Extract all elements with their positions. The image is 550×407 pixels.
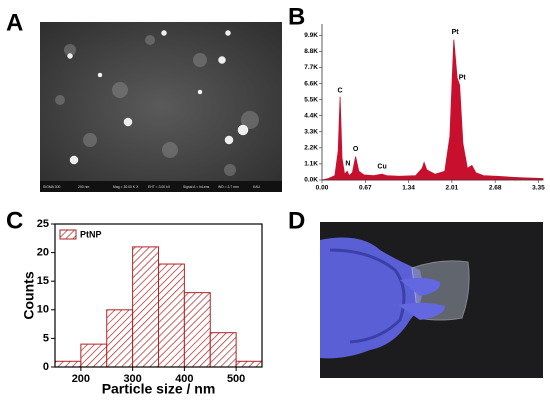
photo	[320, 222, 543, 378]
y-tick-label: 0.0K	[304, 177, 318, 184]
bar	[158, 263, 185, 368]
bar	[132, 246, 159, 368]
legend-swatch	[59, 229, 77, 240]
histogram-chart: 0 5 10 15 20 25 200 300 400 500 Particle size / nm…	[21, 218, 263, 397]
y-tick-label: 9.9K	[304, 32, 318, 39]
y-tick-label: 15	[37, 275, 49, 287]
bar	[235, 360, 263, 368]
x-tick-label: 200	[72, 373, 90, 385]
y-tick-label: 2.2K	[304, 145, 318, 152]
x-tick-label: 2.68	[489, 185, 502, 192]
y-tick-label: 25	[37, 218, 49, 230]
sem-image: SIGMA 300 200 nm Mag = 30.00 K X EHT = 3.00…	[40, 22, 282, 192]
x-tick-label: 0.67	[359, 185, 372, 192]
bar	[80, 343, 108, 368]
x-tick-label: 3.35	[532, 185, 545, 192]
peak-label: C	[338, 88, 343, 95]
panel-label: C	[6, 207, 23, 234]
peak-label: Cu	[377, 164, 386, 171]
panel-label: A	[6, 9, 23, 36]
peak-label: Pt	[459, 74, 467, 81]
y-tick-label: 10	[37, 304, 49, 316]
bar	[54, 360, 82, 368]
y-tick-label: 3.3K	[304, 128, 318, 135]
legend-label: PtNP	[80, 229, 102, 239]
x-axis-label: Particle size / nm	[102, 381, 216, 397]
bar	[183, 292, 211, 368]
peak-label: O	[353, 146, 359, 153]
y-tick-label: 1.1K	[304, 161, 318, 168]
sem-caption: 200 nm	[78, 185, 89, 189]
y-tick-label: 7.7K	[304, 64, 318, 71]
plot-frame	[54, 223, 263, 368]
y-tick-label: 5.5K	[304, 96, 318, 103]
y-tick-label: 5	[43, 332, 49, 344]
spectrum-area	[321, 39, 544, 181]
bar	[106, 309, 134, 368]
sem-caption: EHT = 3.00 kV	[148, 185, 171, 189]
sem-caption: Signal A = InLens	[183, 185, 210, 189]
sem-caption: SIGMA 300	[43, 185, 60, 189]
sem-caption: WD = 3.7 mm	[218, 185, 239, 189]
y-tick-label: 4.4K	[304, 112, 318, 119]
peak-label: Pt	[452, 29, 460, 36]
x-tick-label: 300	[123, 373, 141, 385]
panel-label: B	[288, 3, 305, 30]
panel-label: D	[288, 207, 305, 234]
y-tick-label: 20	[37, 247, 49, 259]
x-tick-label: 1.34	[402, 185, 415, 192]
x-tick-label: 400	[175, 373, 193, 385]
x-tick-label: 2.01	[446, 185, 459, 192]
y-tick-label: 0	[43, 361, 49, 373]
y-tick-label: 8.8K	[304, 48, 318, 55]
x-tick-label: 500	[227, 373, 245, 385]
sem-caption: KAU	[253, 185, 261, 189]
eds-chart: 0.0K 1.1K 2.2K 3.3K 4.4K 5.5K 6.6K 7.7K 8.8K 9.9K…	[304, 24, 545, 192]
bar	[209, 332, 237, 368]
sem-caption: Mag = 30.00 K X	[113, 185, 139, 189]
y-axis-label: Counts	[21, 271, 37, 319]
y-tick-label: 6.6K	[304, 80, 318, 87]
peak-label: N	[345, 161, 350, 168]
x-tick-label: 0.00	[316, 185, 329, 192]
